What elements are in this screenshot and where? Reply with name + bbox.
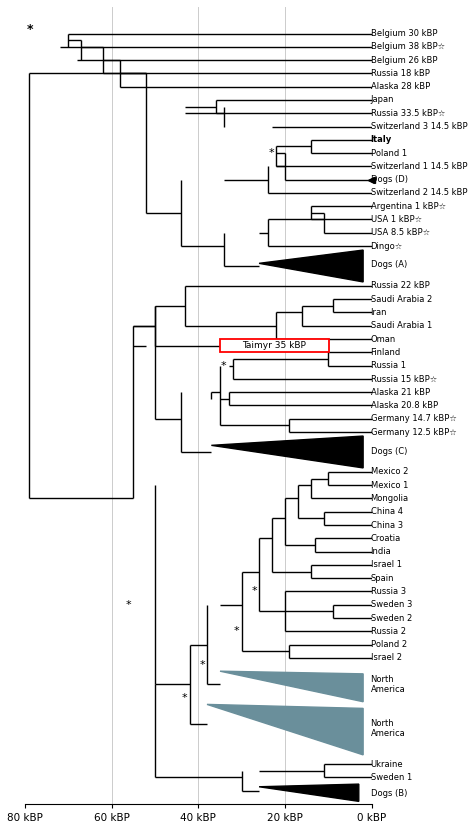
Text: Mongolia: Mongolia bbox=[371, 494, 409, 503]
Text: Croatia: Croatia bbox=[371, 534, 401, 543]
Polygon shape bbox=[259, 784, 359, 802]
Text: China 3: China 3 bbox=[371, 520, 402, 530]
FancyBboxPatch shape bbox=[220, 339, 328, 353]
Text: Dogs (C): Dogs (C) bbox=[371, 447, 407, 456]
Text: Alaska 21 kBP: Alaska 21 kBP bbox=[371, 388, 429, 397]
Text: *: * bbox=[221, 360, 227, 371]
Text: *: * bbox=[234, 627, 239, 637]
Text: Russia 33.5 kBP☆: Russia 33.5 kBP☆ bbox=[371, 109, 445, 118]
Text: Alaska 28 kBP: Alaska 28 kBP bbox=[371, 82, 430, 91]
Text: Switzerland 3 14.5 kBP: Switzerland 3 14.5 kBP bbox=[371, 122, 467, 131]
Text: *: * bbox=[199, 660, 205, 670]
Text: Germany 12.5 kBP☆: Germany 12.5 kBP☆ bbox=[371, 427, 456, 437]
Text: Russia 15 kBP☆: Russia 15 kBP☆ bbox=[371, 374, 437, 383]
Text: Dingo☆: Dingo☆ bbox=[371, 242, 403, 251]
Text: Switzerland 2 14.5 kBP: Switzerland 2 14.5 kBP bbox=[371, 188, 467, 198]
Text: Argentina 1 kBP☆: Argentina 1 kBP☆ bbox=[371, 202, 446, 211]
Text: Japan: Japan bbox=[371, 95, 394, 105]
Text: Mexico 2: Mexico 2 bbox=[371, 467, 408, 476]
Text: Russia 1: Russia 1 bbox=[371, 361, 406, 370]
Text: Alaska 20.8 kBP: Alaska 20.8 kBP bbox=[371, 401, 438, 410]
Text: Finland: Finland bbox=[371, 348, 401, 357]
Text: Taimyr 35 kBP: Taimyr 35 kBP bbox=[242, 341, 306, 350]
Text: *: * bbox=[126, 600, 131, 610]
Text: Russia 22 kBP: Russia 22 kBP bbox=[371, 281, 429, 290]
Polygon shape bbox=[220, 671, 363, 701]
Text: *: * bbox=[251, 587, 257, 597]
Text: Dogs (A): Dogs (A) bbox=[371, 260, 407, 269]
Text: Israel 1: Israel 1 bbox=[371, 560, 401, 569]
Text: Sweden 2: Sweden 2 bbox=[371, 613, 412, 622]
Text: *: * bbox=[182, 693, 188, 703]
Text: Israel 2: Israel 2 bbox=[371, 653, 401, 662]
Text: Poland 2: Poland 2 bbox=[371, 640, 407, 649]
Text: North
America: North America bbox=[371, 675, 405, 694]
Text: China 4: China 4 bbox=[371, 507, 402, 516]
Text: Sweden 1: Sweden 1 bbox=[371, 773, 412, 782]
Text: Belgium 26 kBP: Belgium 26 kBP bbox=[371, 56, 437, 65]
Text: Belgium 38 kBP☆: Belgium 38 kBP☆ bbox=[371, 42, 445, 51]
Text: *: * bbox=[269, 148, 274, 158]
Text: USA 8.5 kBP☆: USA 8.5 kBP☆ bbox=[371, 228, 429, 237]
Text: Saudi Arabia 2: Saudi Arabia 2 bbox=[371, 295, 432, 304]
Text: India: India bbox=[371, 547, 391, 556]
Text: Italy: Italy bbox=[371, 135, 392, 144]
Text: North
America: North America bbox=[371, 719, 405, 738]
Text: Russia 3: Russia 3 bbox=[371, 587, 406, 596]
Text: Switzerland 1 14.5 kBP: Switzerland 1 14.5 kBP bbox=[371, 162, 467, 171]
Text: Mexico 1: Mexico 1 bbox=[371, 481, 408, 490]
Text: Iran: Iran bbox=[371, 308, 387, 317]
Text: Dogs (B): Dogs (B) bbox=[371, 788, 407, 798]
Text: USA 1 kBP☆: USA 1 kBP☆ bbox=[371, 215, 422, 224]
Text: Sweden 3: Sweden 3 bbox=[371, 600, 412, 609]
Text: Russia 2: Russia 2 bbox=[371, 627, 406, 636]
Text: Ukraine: Ukraine bbox=[371, 759, 403, 769]
Text: Russia 18 kBP: Russia 18 kBP bbox=[371, 69, 429, 78]
Text: Dogs (D): Dogs (D) bbox=[371, 175, 408, 184]
Polygon shape bbox=[207, 705, 363, 754]
Text: *: * bbox=[27, 23, 34, 36]
Text: Germany 14.7 kBP☆: Germany 14.7 kBP☆ bbox=[371, 414, 456, 423]
Text: Saudi Arabia 1: Saudi Arabia 1 bbox=[371, 321, 432, 330]
Polygon shape bbox=[211, 436, 363, 468]
Text: Spain: Spain bbox=[371, 574, 394, 583]
Text: Belgium 30 kBP: Belgium 30 kBP bbox=[371, 29, 437, 38]
Text: Poland 1: Poland 1 bbox=[371, 149, 407, 158]
Polygon shape bbox=[259, 250, 363, 282]
Text: Oman: Oman bbox=[371, 334, 396, 344]
